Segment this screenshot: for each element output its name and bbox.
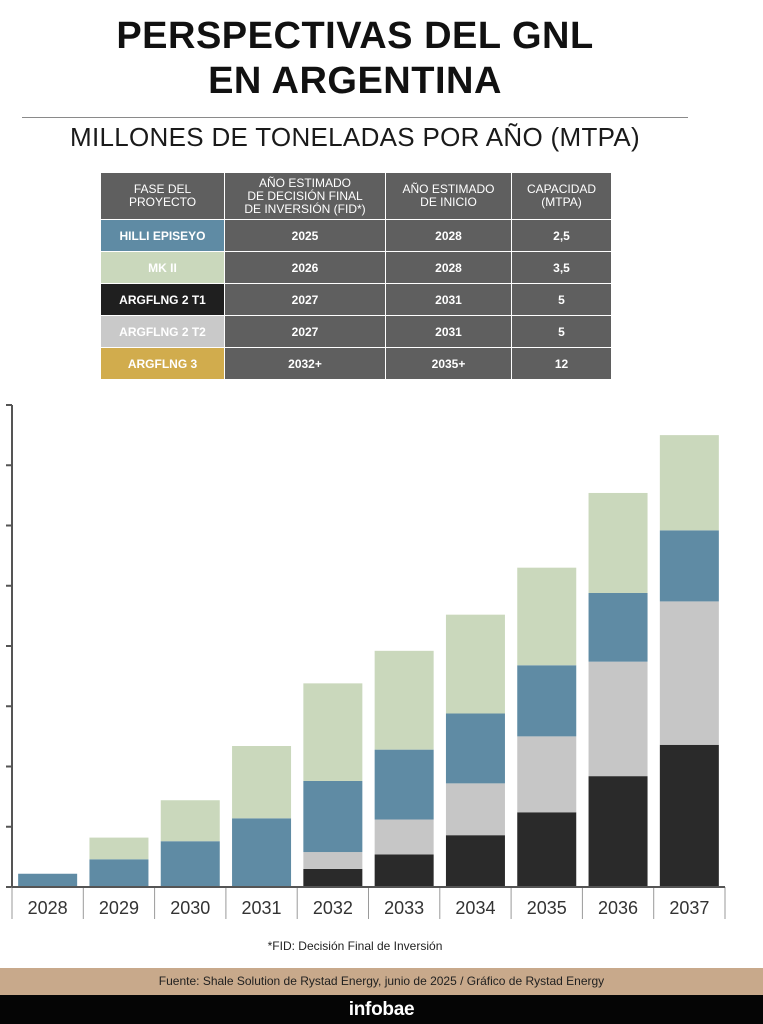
bar-segment <box>232 818 292 887</box>
capacity-cell: 3,5 <box>511 251 612 284</box>
fid-year-cell: 2027 <box>224 283 386 316</box>
table-row: ARGFLNG 2 T1 2027 2031 5 <box>100 283 612 316</box>
column-header-start: AÑO ESTIMADO DE INICIO <box>385 172 512 220</box>
bar-segment <box>445 835 505 887</box>
source-bar: Fuente: Shale Solution de Rystad Energy,… <box>0 968 763 995</box>
capacity-cell: 2,5 <box>511 219 612 252</box>
project-name-cell: ARGFLNG 2 T1 <box>100 283 225 316</box>
x-tick-label: 2035 <box>527 898 567 918</box>
bar-segment <box>445 713 505 784</box>
bar-segment <box>303 780 363 853</box>
stacked-bar-chart: 2028 2029 2030 2031 2032 2033 2034 2035 2036 2037 <box>6 404 726 919</box>
brand-bar: infobae <box>0 995 763 1024</box>
title-line-1: PERSPECTIVAS DEL GNL <box>116 15 594 57</box>
x-tick-label: 2033 <box>384 898 424 918</box>
bar-segment <box>517 567 577 666</box>
bar-segment <box>160 800 220 842</box>
project-table: FASE DEL PROYECTO AÑO ESTIMADO DE DECISIÓ… <box>100 172 612 380</box>
start-year-cell: 2035+ <box>385 347 512 380</box>
bar-segment <box>18 873 78 887</box>
bar-segment <box>588 592 648 662</box>
start-year-cell: 2031 <box>385 315 512 348</box>
column-header-capacity: CAPACIDAD (MTPA) <box>511 172 612 220</box>
column-header-fid: AÑO ESTIMADO DE DECISIÓN FINAL DE INVERS… <box>224 172 386 220</box>
x-tick-label: 2030 <box>170 898 210 918</box>
x-tick-label: 2029 <box>99 898 139 918</box>
bar-segment <box>588 661 648 777</box>
bar-segment <box>303 868 363 887</box>
project-name-cell: ARGFLNG 3 <box>100 347 225 380</box>
bar-segment <box>588 492 648 593</box>
fid-year-cell: 2025 <box>224 219 386 252</box>
bar-segment <box>659 744 719 887</box>
bar-segment <box>374 650 434 750</box>
project-name-cell: HILLI EPISEYO <box>100 219 225 252</box>
bar-segment <box>160 841 220 887</box>
start-year-cell: 2028 <box>385 251 512 284</box>
bar-segment <box>659 530 719 602</box>
bar-segment <box>232 746 292 819</box>
capacity-cell: 5 <box>511 315 612 348</box>
x-tick-label: 2037 <box>669 898 709 918</box>
bar-segment <box>517 665 577 737</box>
bar-segment <box>303 683 363 781</box>
capacity-cell: 12 <box>511 347 612 380</box>
table-row: MK II 2026 2028 3,5 <box>100 251 612 284</box>
x-tick-label: 2032 <box>313 898 353 918</box>
start-year-cell: 2031 <box>385 283 512 316</box>
x-tick-label: 2034 <box>455 898 495 918</box>
capacity-cell: 5 <box>511 283 612 316</box>
bar-segment <box>659 601 719 745</box>
title-line-2: EN ARGENTINA <box>208 60 502 102</box>
infobae-logo: infobae <box>348 999 415 1020</box>
x-tick-label: 2031 <box>242 898 282 918</box>
bar-segment <box>659 435 719 531</box>
table-row: ARGFLNG 2 T2 2027 2031 5 <box>100 315 612 348</box>
table-row: HILLI EPISEYO 2025 2028 2,5 <box>100 219 612 252</box>
bar-segment <box>517 812 577 887</box>
project-name-cell: ARGFLNG 2 T2 <box>100 315 225 348</box>
x-tick-label: 2028 <box>28 898 68 918</box>
bar-segment <box>374 749 434 820</box>
footnote: *FID: Decisión Final de Inversión <box>267 939 443 953</box>
title-divider <box>22 117 688 118</box>
bar-segment <box>445 783 505 836</box>
bar-segment <box>445 614 505 714</box>
chart-subtitle: MILLONES DE TONELADAS POR AÑO (MTPA) <box>70 122 640 152</box>
table-row: ARGFLNG 3 2032+ 2035+ 12 <box>100 347 612 380</box>
bar-segment <box>517 736 577 813</box>
column-header-phase: FASE DEL PROYECTO <box>100 172 225 220</box>
bar-segment <box>588 776 648 887</box>
table-header-row: FASE DEL PROYECTO AÑO ESTIMADO DE DECISIÓ… <box>100 172 612 220</box>
fid-year-cell: 2032+ <box>224 347 386 380</box>
bar-segment <box>89 837 149 860</box>
bar-segment <box>374 819 434 855</box>
page-title: PERSPECTIVAS DEL GNL EN ARGENTINA <box>60 14 650 104</box>
start-year-cell: 2028 <box>385 219 512 252</box>
bar-segment <box>374 854 434 887</box>
project-name-cell: MK II <box>100 251 225 284</box>
table-body: HILLI EPISEYO 2025 2028 2,5 MK II 2026 2028 3,5… <box>100 219 612 380</box>
bar-segment <box>89 859 149 887</box>
bar-segment <box>303 852 363 869</box>
fid-year-cell: 2026 <box>224 251 386 284</box>
x-tick-label: 2036 <box>598 898 638 918</box>
fid-year-cell: 2027 <box>224 315 386 348</box>
